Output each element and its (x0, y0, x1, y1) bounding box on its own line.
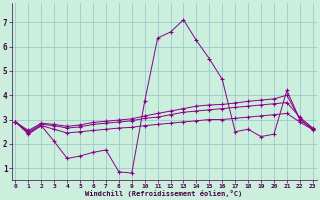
X-axis label: Windchill (Refroidissement éolien,°C): Windchill (Refroidissement éolien,°C) (85, 190, 243, 197)
